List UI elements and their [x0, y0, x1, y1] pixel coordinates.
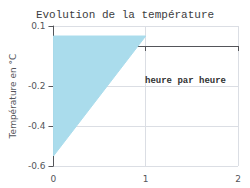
svg-text:Température en °C: Température en °C — [8, 54, 18, 140]
svg-text:-0.6: -0.6 — [28, 161, 46, 171]
svg-text:1: 1 — [143, 174, 149, 184]
svg-text:2: 2 — [235, 174, 241, 184]
svg-text:heure par heure: heure par heure — [145, 76, 226, 86]
svg-text:-0.4: -0.4 — [28, 121, 46, 131]
svg-text:0.1: 0.1 — [31, 21, 45, 31]
svg-text:-0.2: -0.2 — [28, 81, 46, 91]
svg-text:0: 0 — [51, 174, 57, 184]
svg-text:Evolution de la température: Evolution de la température — [36, 9, 214, 21]
